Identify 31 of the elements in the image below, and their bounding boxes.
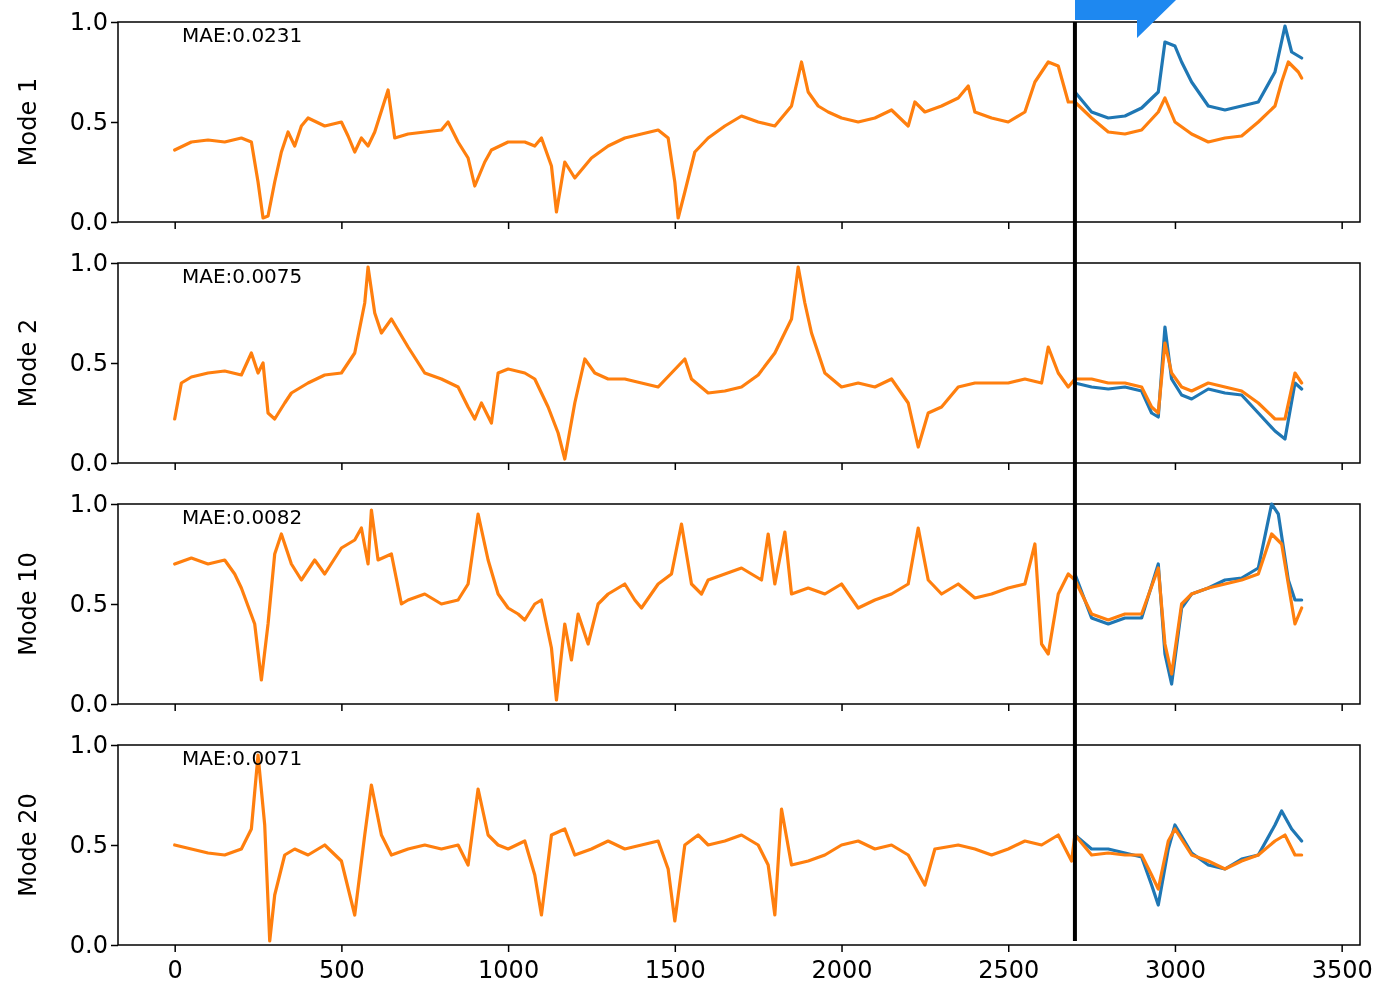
y-axis-title: Mode 10 [14, 552, 42, 656]
x-tick-label: 0 [167, 955, 183, 984]
annotation: MAE:0.0231 [182, 23, 303, 47]
y-tick-label: 0.0 [69, 690, 108, 719]
y-tick-label: 1.0 [69, 8, 108, 37]
annotation: MAE:0.0082 [182, 505, 303, 529]
x-tick-label: 2500 [978, 955, 1040, 984]
x-tick-label: 3000 [1144, 955, 1206, 984]
line-series [173, 508, 1304, 702]
line-series [173, 753, 1304, 943]
y-tick-label: 1.0 [69, 490, 108, 519]
y-tick-label: 0.5 [69, 108, 108, 137]
y-tick-label: 0.0 [69, 208, 108, 237]
y-tick-label: 0.0 [69, 931, 108, 960]
x-tick-label: 2000 [811, 955, 873, 984]
y-tick-label: 0.5 [69, 349, 108, 378]
line-series [173, 60, 1304, 220]
y-tick-label: 0.5 [69, 590, 108, 619]
x-tick-label: 1000 [478, 955, 540, 984]
x-tick-label: 1500 [644, 955, 706, 984]
y-tick-label: 1.0 [69, 249, 108, 278]
y-tick-label: 0.5 [69, 831, 108, 860]
y-axis-title: Mode 1 [14, 77, 42, 167]
x-tick-label: 500 [318, 955, 365, 984]
annotation: MAE:0.0075 [182, 264, 303, 288]
y-tick-label: 0.0 [69, 449, 108, 478]
x-tick-label: 3500 [1311, 955, 1373, 984]
y-tick-label: 1.0 [69, 731, 108, 760]
y-axis-title: Mode 2 [14, 318, 42, 408]
line-series [173, 265, 1304, 461]
y-axis-title: Mode 20 [14, 793, 42, 897]
